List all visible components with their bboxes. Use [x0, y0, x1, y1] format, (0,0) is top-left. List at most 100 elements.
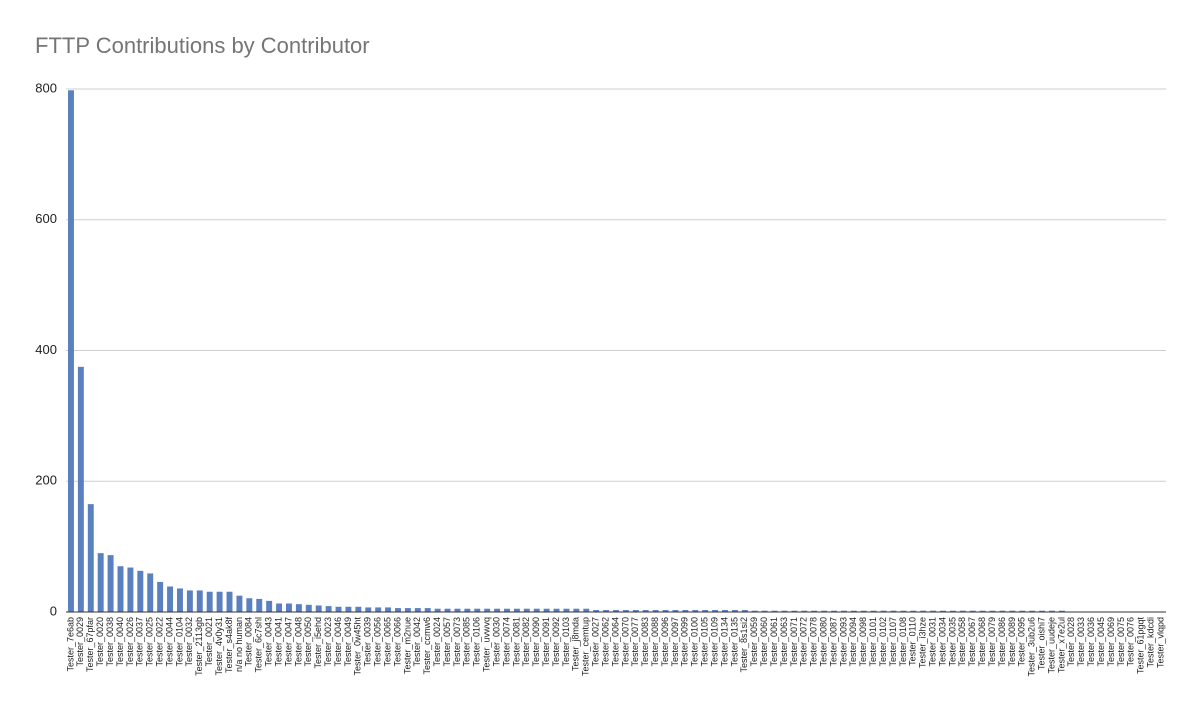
x-tick-label: Tester_0078 [809, 617, 819, 667]
bar [1009, 610, 1016, 612]
bar [801, 610, 808, 612]
x-tick-label: Tester_0048 [293, 617, 303, 667]
bar [959, 610, 966, 612]
bar [365, 607, 372, 612]
bar [731, 610, 738, 612]
y-tick-label: 600 [35, 211, 57, 226]
x-tick-label: Tester_0037 [135, 617, 145, 667]
bar [157, 581, 164, 612]
bar [167, 586, 174, 612]
bar [355, 606, 362, 612]
x-tick-label: Tester_0042 [412, 617, 422, 667]
x-tick-label: Tester_x7e2ul [1056, 617, 1066, 673]
y-tick-label: 800 [35, 80, 57, 95]
x-tick-label: Tester_i5ehd [313, 617, 323, 669]
x-tick-label: Tester_0032 [184, 617, 194, 667]
x-tick-label: Tester_0040 [115, 617, 125, 667]
bar [553, 608, 560, 612]
x-tick-label: Tester_kdcdi [1146, 617, 1156, 668]
bar [107, 555, 114, 612]
x-tick-label: Tester_0026 [125, 617, 135, 667]
bar [741, 610, 748, 612]
x-tick-label: Tester_0059 [749, 617, 759, 667]
x-tick-label: Tester_0089 [1007, 617, 1017, 667]
bar [890, 610, 897, 612]
bar [385, 607, 392, 612]
x-tick-label: Tester_0035 [947, 617, 957, 667]
bar [305, 604, 312, 612]
x-tick-label: Tester_0022 [155, 617, 165, 667]
bar [840, 610, 847, 612]
x-tick-label: Tester_0077 [630, 617, 640, 667]
bar [712, 610, 719, 612]
x-tick-label: Tester_0069 [1106, 617, 1116, 667]
bar [494, 608, 501, 612]
bar [345, 606, 352, 612]
x-tick-label: Tester_0134 [719, 617, 729, 667]
x-tick-label: Tester_0087 [828, 617, 838, 667]
bar [176, 588, 183, 612]
x-tick-label: Tester_7e6ab [65, 617, 75, 672]
bar [276, 603, 283, 612]
x-tick-label: Tester_0067 [967, 617, 977, 667]
x-tick-label: Tester_0030 [491, 617, 501, 667]
bar [761, 610, 768, 612]
bar [870, 610, 877, 612]
y-tick-label: 400 [35, 342, 57, 357]
x-tick-label: Tester_oishi7 [1037, 617, 1047, 670]
bar [186, 590, 193, 612]
x-tick-label: Tester_0074 [501, 617, 511, 667]
x-tick-label: Tester_0045 [1096, 617, 1106, 667]
bar [226, 591, 233, 612]
bar [543, 608, 550, 612]
x-tick-label: Tester_0034 [937, 617, 947, 667]
x-tick-label: Tester_0073 [452, 617, 462, 667]
x-tick-label: Tester_0098 [858, 617, 868, 667]
bar [781, 610, 788, 612]
x-tick-label: Tester_0083 [640, 617, 650, 667]
x-tick-label: Tester_0036 [1086, 617, 1096, 667]
bar [97, 553, 104, 612]
x-tick-label: Tester_0091 [541, 617, 551, 667]
bar [395, 608, 401, 612]
x-tick-label: Tester_0105 [700, 617, 710, 667]
x-tick-label: Tester_0103 [561, 617, 571, 667]
x-tick-label: Tester_0097 [670, 617, 680, 667]
x-tick-label: Tester_2113gb [194, 617, 204, 676]
bar [940, 610, 946, 612]
bar [127, 567, 134, 612]
x-tick-label: Tester_0063 [779, 617, 789, 667]
bar [414, 608, 421, 612]
bar [474, 608, 481, 612]
bar [236, 595, 243, 612]
bar [593, 610, 600, 612]
x-tick-label: Tester_s4ak8f [224, 617, 234, 674]
bar [850, 610, 857, 612]
x-tick-label: Tester_0041 [273, 617, 283, 667]
bar [930, 610, 937, 612]
bar [444, 608, 451, 612]
x-tick-label: Tester_0102 [878, 617, 888, 667]
x-tick-label: Tester_0108 [898, 617, 908, 667]
x-tick-label: Tester_0135 [729, 617, 739, 667]
x-tick-label: Tester_0093 [838, 617, 848, 667]
bar [622, 610, 629, 612]
bar [949, 610, 956, 612]
bar [375, 607, 382, 612]
x-tick-label: Tester_0050 [303, 617, 313, 667]
bar [246, 598, 253, 612]
x-tick-label: Tester_0w45ht [353, 617, 363, 676]
x-tick-label: Tester_0027 [591, 617, 601, 667]
bar [682, 610, 689, 612]
x-tick-label: Tester_0020 [95, 617, 105, 667]
chart-title: FTTP Contributions by Contributor [35, 33, 370, 58]
x-tick-label: Tester_0031 [927, 617, 937, 667]
bar [523, 608, 530, 612]
x-tick-label: Tester_vlqpd [1155, 617, 1165, 668]
x-tick-label: Tester_0101 [868, 617, 878, 667]
x-tick-label: Tester_0099 [680, 617, 690, 667]
x-tick-label: Tester_0092 [551, 617, 561, 667]
bar [266, 600, 273, 612]
bar [821, 610, 828, 612]
bar [67, 90, 74, 613]
